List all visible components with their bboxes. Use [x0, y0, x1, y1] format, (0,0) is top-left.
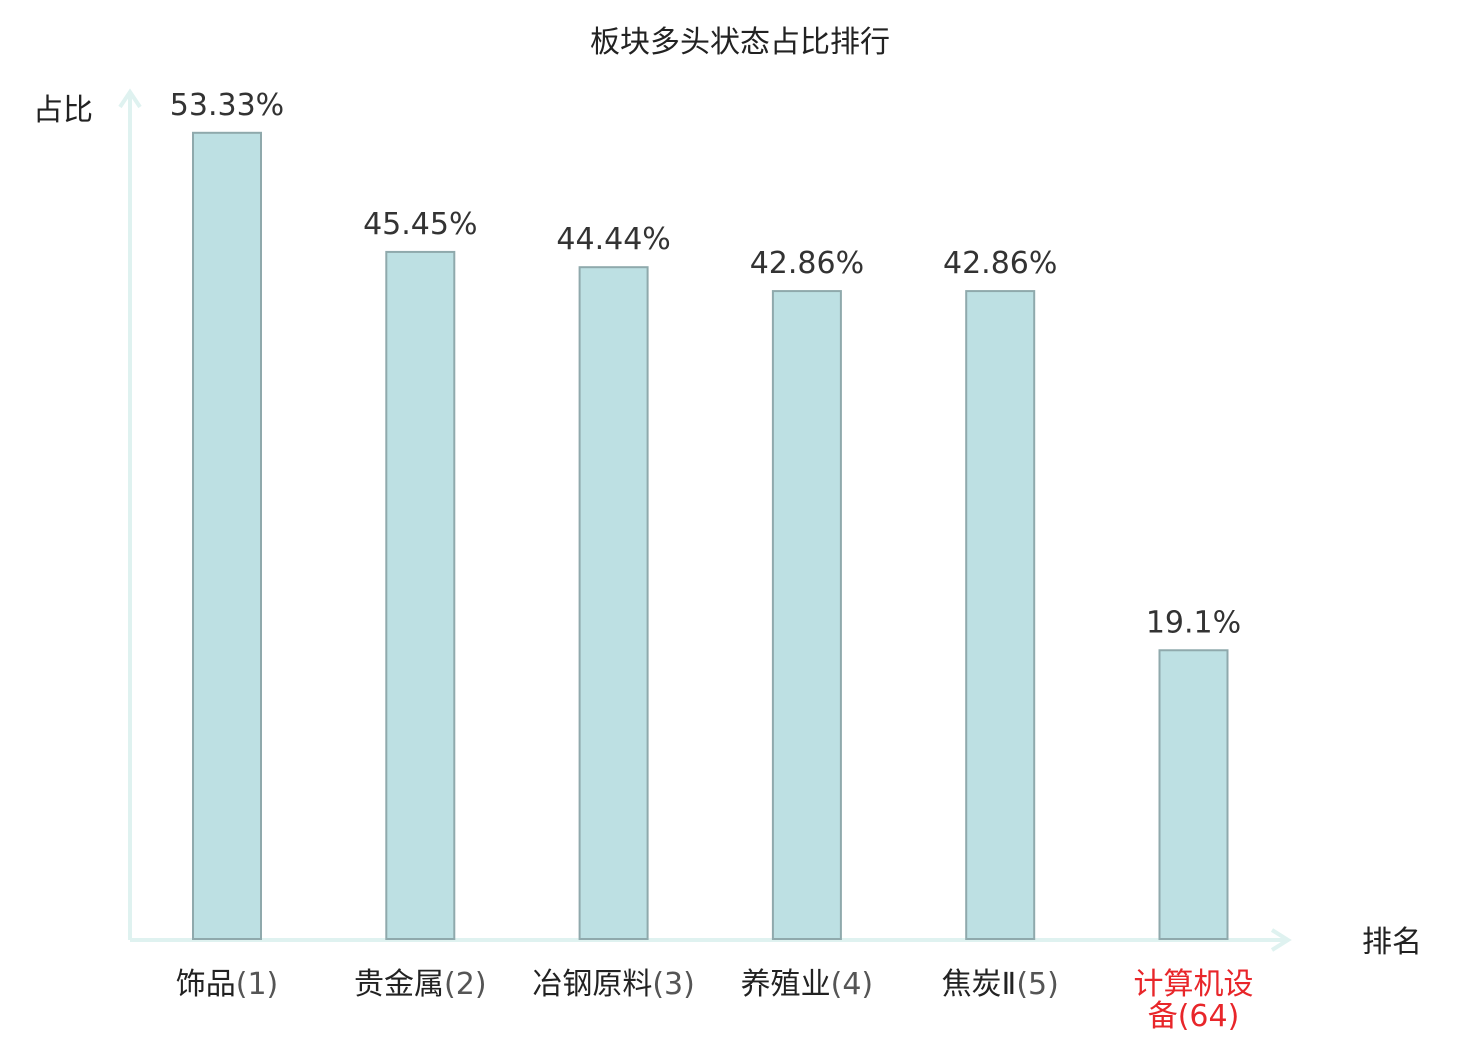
- category-label-3: 冶钢原料(3): [532, 967, 695, 1002]
- category-label-1: 饰品(1): [176, 967, 279, 1002]
- category-name: 冶钢原料: [532, 967, 652, 1002]
- category-label-6: 计算机设备(64): [1134, 967, 1254, 1034]
- value-label-2: 45.45%: [363, 207, 477, 242]
- category-name: 计算机设: [1134, 967, 1254, 1002]
- category-name: 焦炭Ⅱ: [942, 967, 1017, 1002]
- category-rank: (4): [831, 967, 874, 1002]
- category-rank: (5): [1016, 967, 1058, 1002]
- value-label-4: 42.86%: [750, 246, 864, 281]
- category-name: 贵金属: [354, 967, 444, 1002]
- chart-title: 板块多头状态占比排行: [590, 25, 890, 60]
- bar-1: [192, 131, 262, 940]
- category-rank: (64): [1178, 999, 1240, 1034]
- bar-3: [578, 266, 649, 940]
- y-axis: [118, 88, 142, 940]
- x-axis: [130, 928, 1292, 952]
- value-label-1: 53.33%: [170, 88, 284, 123]
- bar-5: [965, 290, 1036, 940]
- bar-6: [1158, 649, 1229, 940]
- category-rank: (3): [652, 967, 695, 1002]
- category-labels: 饰品(1) 贵金属(2) 冶钢原料(3) 养殖业(4) 焦炭Ⅱ(5) 计算机设备(64): [176, 967, 1254, 1034]
- category-name: 备: [1148, 999, 1178, 1034]
- value-label-6: 19.1%: [1146, 605, 1241, 640]
- category-rank: (1): [236, 967, 279, 1002]
- category-rank: (2): [444, 967, 487, 1002]
- category-name: 饰品: [176, 967, 236, 1002]
- category-label-4: 养殖业(4): [741, 967, 874, 1002]
- value-labels: 53.33% 45.45% 44.44% 42.86% 42.86% 19.1%: [170, 88, 1241, 640]
- bar-2: [385, 250, 456, 941]
- category-label-2: 贵金属(2): [354, 967, 487, 1002]
- bar-4: [771, 290, 842, 940]
- value-label-5: 42.86%: [943, 246, 1057, 281]
- category-label-5: 焦炭Ⅱ(5): [942, 967, 1059, 1002]
- bars: [192, 131, 1229, 941]
- x-axis-label: 排名: [1362, 925, 1422, 960]
- category-name: 养殖业: [741, 967, 831, 1002]
- y-axis-label: 占比: [33, 93, 93, 128]
- x-axis-arrowhead: [1270, 928, 1292, 952]
- y-axis-arrowhead: [118, 88, 142, 109]
- value-label-3: 44.44%: [556, 222, 670, 257]
